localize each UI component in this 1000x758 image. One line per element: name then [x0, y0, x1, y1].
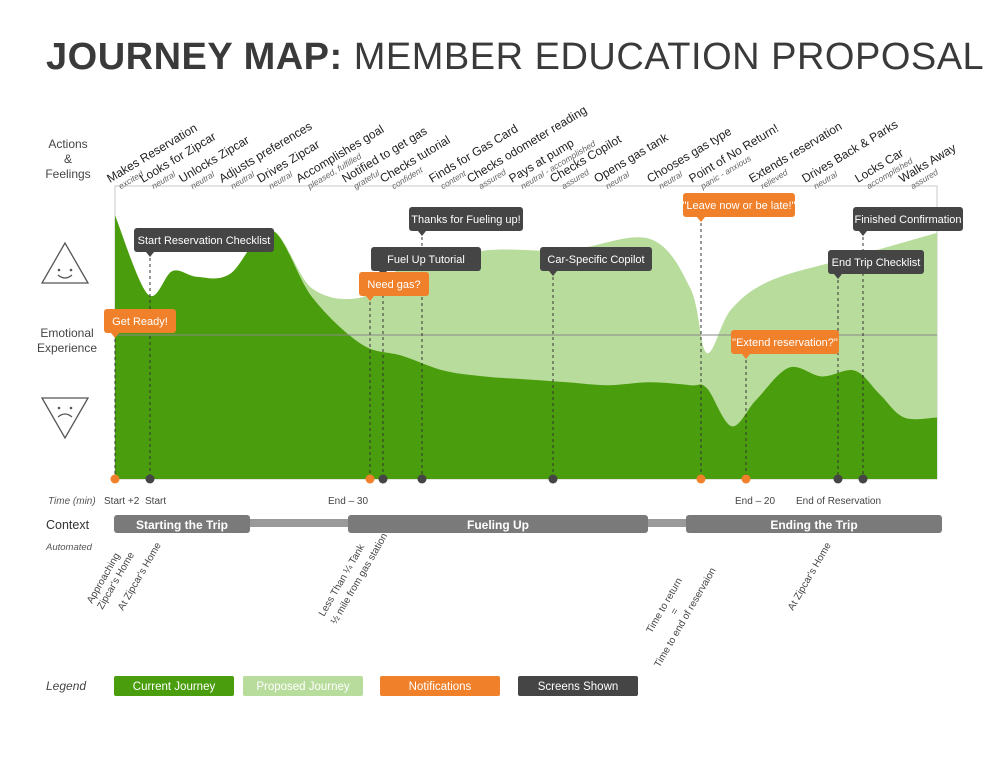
notification-marker-dot	[110, 474, 120, 484]
notification-callout-text: Get Ready!	[112, 316, 168, 328]
legend-swatch	[114, 676, 234, 696]
legend-item-label: Notifications	[409, 681, 472, 693]
happy-face-icon	[40, 241, 90, 284]
legend-swatch	[380, 676, 500, 696]
screen-callout-text: Fuel Up Tutorial	[387, 254, 465, 266]
context-connector	[245, 519, 355, 527]
context-phase-label: Fueling Up	[467, 518, 529, 532]
automated-trigger-label: At Zipcar's Home	[786, 540, 834, 612]
context-phase-bar	[114, 515, 250, 533]
context-label: Context	[46, 518, 90, 532]
time-label: Time (min)	[48, 496, 96, 507]
happy-face-icon	[57, 274, 73, 279]
screen-callout-tail	[146, 252, 154, 257]
legend-item-label: Proposed Journey	[256, 681, 350, 693]
notification-callout-text: Need gas?	[367, 279, 420, 291]
legend-swatch	[243, 676, 363, 696]
time-tick-label: Start	[145, 496, 166, 507]
emotional-experience-label: Experience	[37, 341, 97, 355]
automated-trigger-label: =	[669, 606, 682, 617]
automated-label: Automated	[45, 542, 93, 553]
notification-marker-dot	[696, 474, 706, 484]
context-phase-bar	[686, 515, 942, 533]
screen-callout-tail	[418, 231, 426, 236]
automated-trigger: At Zipcar's Home	[786, 540, 834, 612]
sad-face-icon	[40, 397, 90, 440]
current-journey-area	[115, 215, 937, 480]
screen-callout	[828, 250, 924, 274]
actions-feelings-label: Feelings	[45, 167, 90, 181]
time-tick-label: End of Reservation	[796, 496, 881, 507]
sad-face-icon	[69, 406, 73, 410]
screen-marker-dot	[417, 474, 427, 484]
notification-callout-tail	[366, 296, 374, 301]
actions-feelings-label: &	[64, 152, 72, 166]
page-title: JOURNEY MAP: MEMBER EDUCATION PROPOSAL	[46, 36, 985, 78]
notification-callout-text: "Extend reservation?"	[732, 337, 838, 349]
screen-callout-text: Finished Confirmation	[855, 214, 962, 226]
screen-callout	[853, 207, 963, 231]
screen-callout	[371, 247, 481, 271]
notification-marker-dot	[741, 474, 751, 484]
screen-callout	[134, 228, 274, 252]
automated-trigger: Time to return=Time to end of reservaion	[645, 566, 719, 669]
sad-face-icon	[57, 406, 61, 410]
notification-callout	[359, 272, 429, 296]
legend-item-label: Current Journey	[133, 681, 216, 693]
screen-callout-text: Start Reservation Checklist	[138, 235, 271, 247]
context-phase-bar	[348, 515, 648, 533]
screen-marker-dot	[145, 474, 155, 484]
happy-face-icon	[57, 268, 61, 272]
notification-callout-tail	[742, 354, 750, 359]
legend-item-label: Screens Shown	[538, 681, 619, 693]
notification-marker-dot	[365, 474, 375, 484]
notification-callout	[104, 309, 176, 333]
notification-callout-tail	[111, 333, 119, 338]
screen-callout-text: Car-Specific Copilot	[547, 254, 644, 266]
happy-face-icon	[69, 268, 73, 272]
legend-title: Legend	[46, 679, 86, 693]
screen-callout-tail	[834, 274, 842, 279]
screen-marker-dot	[833, 474, 843, 484]
legend-swatch	[518, 676, 638, 696]
screen-callout-text: End Trip Checklist	[832, 257, 921, 269]
screen-marker-dot	[858, 474, 868, 484]
screen-callout-tail	[549, 271, 557, 276]
time-tick-label: End – 30	[328, 496, 368, 507]
screen-callout-text: Thanks for Fueling up!	[411, 214, 520, 226]
context-phase-label: Starting the Trip	[136, 518, 228, 532]
screen-callout	[540, 247, 652, 271]
notification-callout	[731, 330, 839, 354]
time-tick-label: End – 20	[735, 496, 775, 507]
context-connector	[640, 519, 692, 527]
time-tick-label: Start +2	[104, 496, 140, 507]
context-phase-label: Ending the Trip	[770, 518, 857, 532]
screen-callout-tail	[859, 231, 867, 236]
screen-marker-dot	[548, 474, 558, 484]
actions-feelings-label: Actions	[48, 137, 87, 151]
emotional-experience-label: Emotional	[40, 326, 93, 340]
sad-face-icon	[57, 413, 73, 418]
screen-callout	[409, 207, 523, 231]
notification-callout-text: "Leave now or be late!"	[683, 200, 796, 212]
screen-marker-dot	[378, 474, 388, 484]
notification-callout-tail	[697, 217, 705, 222]
notification-callout	[683, 193, 795, 217]
